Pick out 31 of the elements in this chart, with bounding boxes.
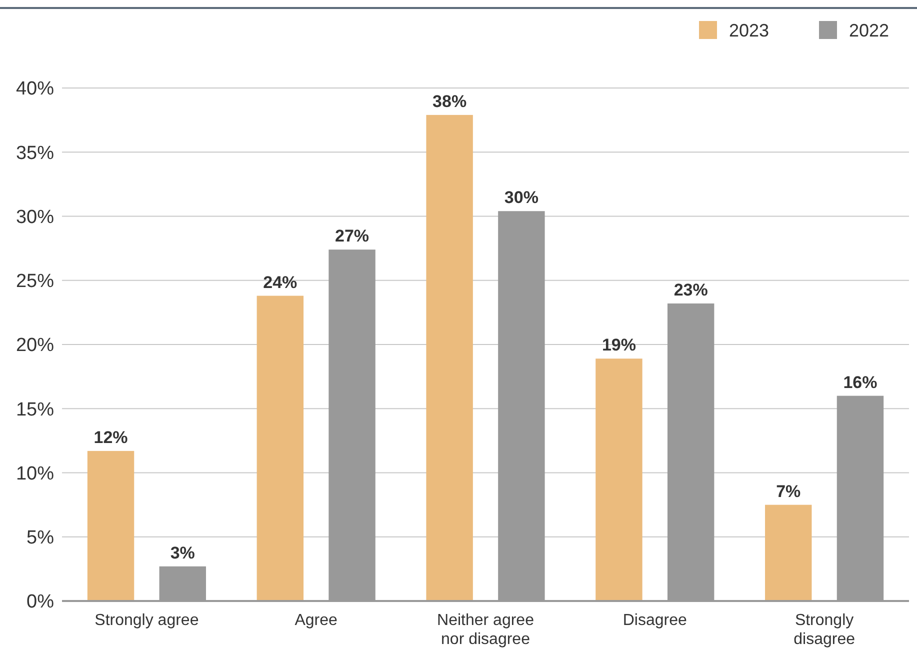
- bar: [256, 296, 304, 601]
- x-tick-label: Agree: [294, 612, 338, 629]
- y-tick-label: 5%: [26, 528, 54, 549]
- legend-label: 2022: [849, 20, 890, 40]
- x-tick-label: Disagree: [622, 612, 688, 629]
- data-label: 23%: [674, 280, 708, 300]
- data-label: 12%: [94, 428, 128, 447]
- data-label: 7%: [776, 482, 801, 501]
- data-label: 24%: [263, 272, 298, 292]
- bar: [87, 450, 134, 601]
- x-tick-label: Neither agree nor disagree: [437, 612, 534, 648]
- y-tick-label: 30%: [16, 206, 54, 228]
- legend-label: 2023: [729, 20, 770, 40]
- data-label: 30%: [504, 188, 538, 208]
- bar: [765, 504, 812, 601]
- y-tick-label: 0%: [26, 592, 54, 613]
- data-label: 38%: [432, 92, 467, 111]
- y-tick-label: 20%: [16, 335, 54, 356]
- x-tick-label: Strongly agree: [94, 612, 199, 629]
- y-tick-label: 15%: [16, 399, 54, 420]
- bar: [596, 358, 642, 601]
- y-tick-label: 40%: [16, 78, 54, 100]
- data-label: 19%: [602, 336, 636, 355]
- bar: [426, 114, 473, 601]
- y-tick-label: 10%: [16, 463, 54, 484]
- data-label: 3%: [170, 543, 195, 562]
- y-tick-label: 35%: [16, 142, 54, 164]
- data-label: 27%: [335, 226, 370, 246]
- data-label: 16%: [843, 372, 878, 392]
- y-tick-label: 25%: [16, 271, 54, 292]
- x-tick-label: Strongly disagree: [794, 612, 856, 648]
